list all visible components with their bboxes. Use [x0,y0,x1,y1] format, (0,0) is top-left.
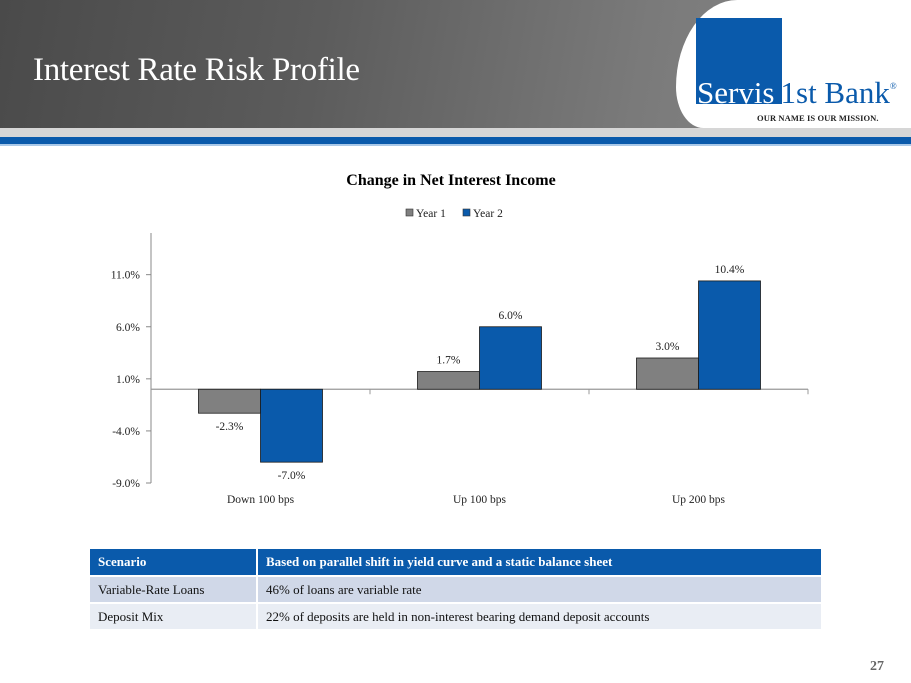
y-tick-label: 6.0% [116,322,140,334]
logo-tagline: OUR NAME IS OUR MISSION. [757,113,879,123]
chart-legend: Year 1 Year 2 [405,208,503,220]
data-label: 3.0% [656,341,680,353]
net-interest-income-chart: Change in Net Interest Income Year 1 Year… [111,172,809,506]
legend-label-2: Year 2 [473,208,503,220]
logo-1st-bank-text: 1st Bank [780,75,890,110]
y-tick-label: -4.0% [112,426,140,438]
table-cell-label: Variable-Rate Loans [90,575,258,602]
data-label: 10.4% [715,264,745,276]
divider-stripe-light [0,144,911,146]
table-row: Deposit Mix 22% of deposits are held in … [90,602,821,629]
legend-label-1: Year 1 [416,208,446,220]
table-cell-value: Based on parallel shift in yield curve a… [258,549,821,575]
y-tick-label: 1.0% [116,374,140,386]
data-label: -2.3% [216,421,244,433]
divider-stripe-blue [0,137,911,144]
registered-mark: ® [889,81,897,91]
table-cell-label: Scenario [90,549,258,575]
data-label: -7.0% [278,470,306,482]
table-header-row: Scenario Based on parallel shift in yiel… [90,549,821,575]
x-category-label: Up 200 bps [672,494,726,506]
plot-area: 11.0% 6.0% 1.0% -4.0% -9.0% -2.3% -7.0% Down 10… [111,233,809,506]
chart-title: Change in Net Interest Income [346,172,555,189]
table-cell-label: Deposit Mix [90,602,258,629]
bar-year-1 [636,357,699,390]
bar-year-2 [698,280,761,390]
data-label: 1.7% [437,355,461,367]
bar-year-2 [479,326,542,390]
table-cell-value: 46% of loans are variable rate [258,575,821,602]
legend-swatch-1 [405,208,414,217]
page-title: Interest Rate Risk Profile [33,52,360,88]
bar-year-1 [198,388,261,414]
bank-logo: Servis 1st Bank® [697,69,897,110]
divider-stripe-gray [0,128,911,137]
data-label: 6.0% [499,310,523,322]
table-cell-value: 22% of deposits are held in non-interest… [258,602,821,629]
logo-blue-box [696,18,782,104]
x-category-label: Down 100 bps [227,494,295,506]
assumptions-table: Scenario Based on parallel shift in yiel… [90,549,821,629]
logo-servis-text: Servis [697,75,775,110]
y-tick-label: 11.0% [111,270,141,282]
y-tick-label: -9.0% [112,478,140,490]
legend-swatch-2 [462,208,471,217]
x-category-label: Up 100 bps [453,494,507,506]
table-row: Variable-Rate Loans 46% of loans are var… [90,575,821,602]
bar-year-2 [260,388,323,463]
page-number: 27 [870,659,884,674]
bar-year-1 [417,371,480,390]
